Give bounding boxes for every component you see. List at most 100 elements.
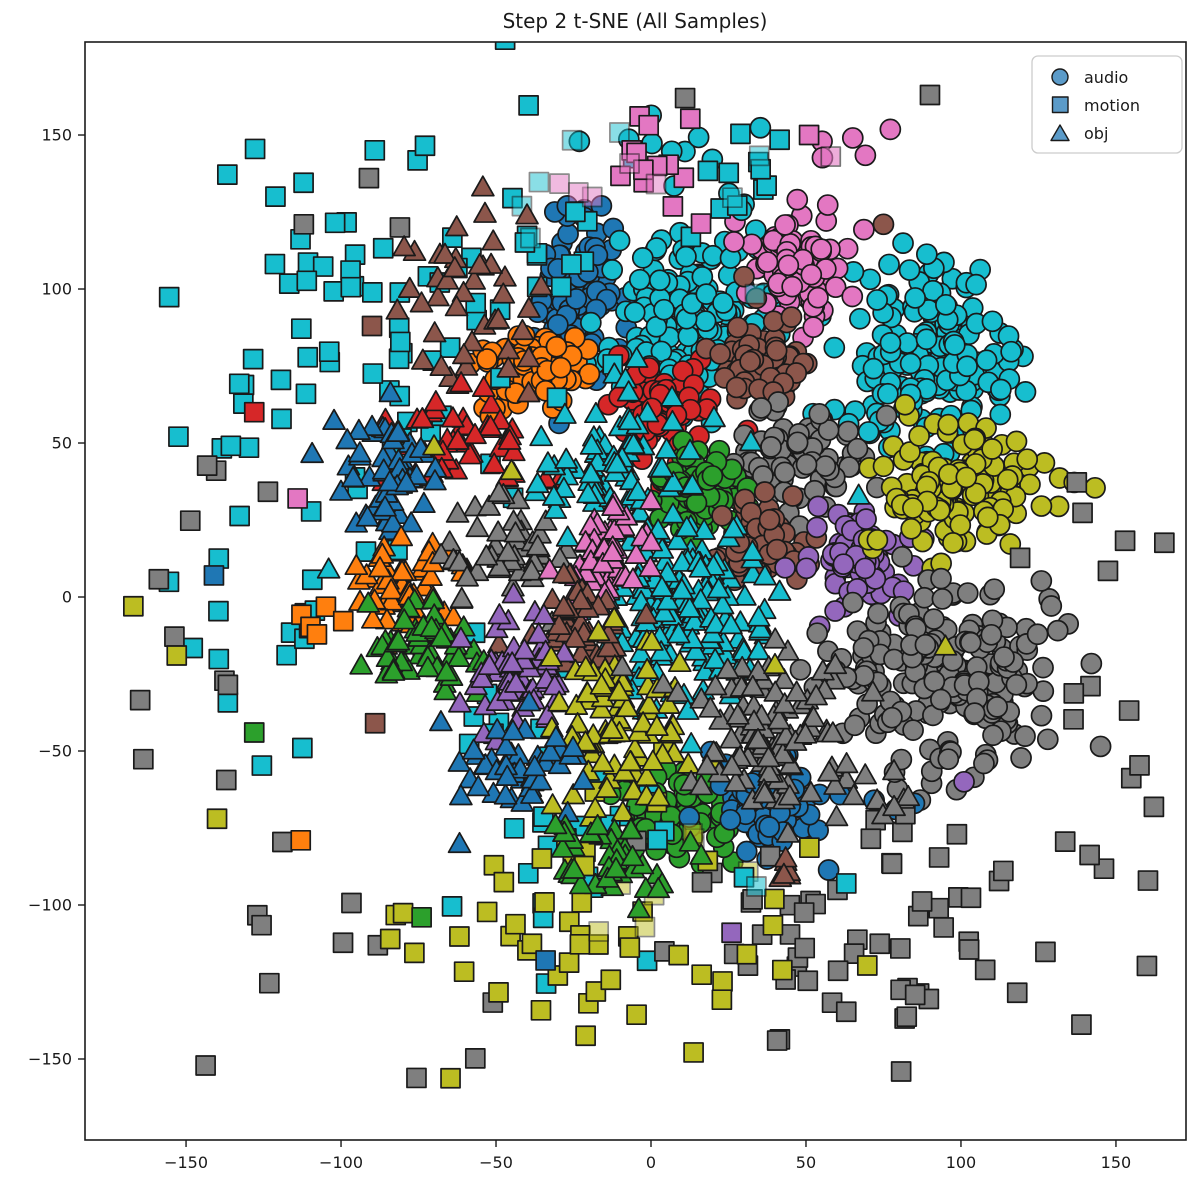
point-obj-blue <box>538 740 563 762</box>
point-motion-gray <box>904 984 926 1006</box>
point-motion-gray <box>148 568 170 590</box>
point-obj-gray <box>689 774 713 796</box>
y-tick-label: −50 <box>38 742 72 761</box>
point-motion-olive <box>600 969 622 991</box>
point-obj-gray <box>533 509 558 531</box>
point-obj-blue <box>449 784 473 806</box>
point-obj-purple <box>501 582 526 604</box>
point-audio-gray <box>817 419 840 441</box>
point-obj-cyan <box>579 462 603 484</box>
point-obj-olive <box>589 673 614 695</box>
point-obj-gray <box>756 746 781 768</box>
point-audio-pink <box>841 285 864 308</box>
point-obj-gray <box>896 784 921 807</box>
point-obj-cyan <box>624 346 649 368</box>
point-motion-olive <box>856 955 878 976</box>
point-obj-gray <box>708 708 733 730</box>
point-obj-gray <box>834 752 859 774</box>
point-obj-cyan <box>628 641 653 663</box>
point-obj-cyan <box>543 497 568 519</box>
point-audio-blue <box>557 223 579 245</box>
point-motion-cyan <box>744 283 766 305</box>
point-audio-gray <box>913 586 936 609</box>
point-audio-gray <box>875 404 898 427</box>
point-obj-gray <box>777 784 802 806</box>
point-obj-brown <box>517 296 541 318</box>
point-obj-purple <box>477 653 502 676</box>
point-motion-cyan <box>528 171 550 193</box>
point-motion-cyan <box>270 369 292 391</box>
point-motion-gray <box>797 970 819 992</box>
point-motion-cyan <box>238 437 260 459</box>
point-motion-cyan <box>324 212 346 234</box>
point-obj-green <box>620 844 645 867</box>
point-motion-olive <box>488 982 509 1003</box>
x-tick-label: −150 <box>164 1153 208 1172</box>
point-obj-brown <box>392 235 416 257</box>
point-motion-gray <box>258 972 280 994</box>
point-audio-cyan <box>628 268 651 291</box>
point-motion-gray <box>389 217 411 238</box>
point-audio-cyan <box>879 331 902 354</box>
point-motion-cyan <box>220 435 242 457</box>
point-obj-cyan <box>678 438 702 460</box>
point-audio-brown <box>739 350 761 373</box>
point-motion-olive <box>558 952 580 973</box>
point-obj-orange <box>379 578 404 600</box>
point-obj-orange <box>441 605 466 627</box>
point-obj-brown <box>467 253 492 275</box>
point-obj-cyan <box>683 639 708 661</box>
x-tick-label: 0 <box>646 1153 656 1172</box>
point-audio-gray <box>1040 595 1063 617</box>
point-obj-brown <box>435 268 460 290</box>
point-obj-cyan <box>625 479 650 502</box>
x-tick-label: 50 <box>796 1153 816 1172</box>
point-obj-olive <box>599 717 624 739</box>
point-obj-blue <box>461 738 486 760</box>
point-motion-olive <box>453 961 475 983</box>
point-motion-cyan <box>441 896 463 917</box>
point-obj-olive <box>637 693 661 715</box>
point-obj-cyan <box>584 401 608 424</box>
legend-marker-audio-circle-icon <box>1051 68 1069 86</box>
point-obj-brown <box>481 229 506 251</box>
y-tick-label: 100 <box>41 280 72 299</box>
point-motion-cyan <box>494 42 516 51</box>
point-motion-cyan <box>242 348 264 370</box>
point-motion-olive <box>571 891 593 913</box>
point-obj-orange <box>390 559 414 581</box>
series-obj <box>300 175 958 919</box>
point-obj-cyan <box>688 556 713 578</box>
point-motion-gray <box>827 960 849 982</box>
point-obj-cyan <box>688 588 713 610</box>
point-obj-pink <box>638 555 663 577</box>
point-obj-brown <box>429 354 454 376</box>
point-obj-blue <box>355 505 380 527</box>
point-motion-cyan <box>228 373 250 395</box>
point-motion-purple <box>721 922 742 944</box>
point-motion-pink <box>567 182 589 203</box>
point-obj-blue <box>373 495 397 517</box>
point-motion-gray <box>164 626 185 648</box>
point-obj-gray <box>757 761 782 783</box>
point-obj-red <box>479 392 504 414</box>
point-audio-olive <box>908 425 931 447</box>
point-motion-brown <box>361 315 383 337</box>
point-audio-cyan <box>687 126 710 149</box>
point-audio-brown <box>872 213 895 236</box>
point-motion-gray <box>179 510 201 532</box>
point-motion-pink <box>645 173 667 195</box>
point-obj-cyan <box>721 517 746 539</box>
point-obj-green <box>415 655 440 678</box>
point-audio-olive <box>955 466 978 489</box>
point-obj-olive <box>595 776 619 798</box>
point-obj-green <box>678 830 703 852</box>
point-obj-green <box>619 818 643 840</box>
point-audio-purple <box>832 553 855 576</box>
point-audio-pink <box>777 254 800 277</box>
point-obj-gray <box>775 639 800 661</box>
point-audio-cyan <box>965 273 987 296</box>
point-motion-gray <box>1063 708 1084 730</box>
legend-label-audio: audio <box>1084 68 1128 87</box>
point-audio-gray <box>959 631 982 654</box>
